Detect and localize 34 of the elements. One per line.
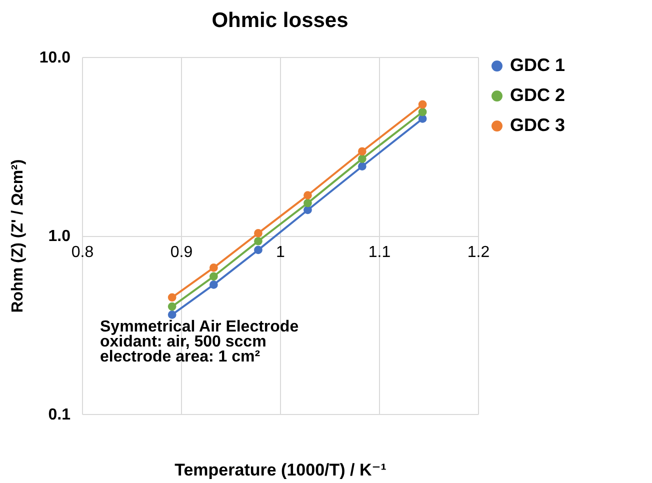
- point: [254, 236, 262, 246]
- x-tick-label: 0.9: [170, 244, 193, 261]
- legend-label: GDC 3: [510, 115, 566, 135]
- y-tick-label: 10.0: [39, 50, 71, 66]
- point: [418, 100, 427, 109]
- point: [304, 206, 312, 214]
- point: [358, 147, 366, 156]
- y-axis-title: Rohm (Z) (Z' / Ωcm²): [9, 159, 26, 313]
- point: [168, 310, 176, 319]
- chart-title: Ohmic losses: [212, 9, 348, 32]
- annotation: oxidant: air, 500 sccm: [100, 334, 266, 350]
- point: [254, 229, 262, 238]
- x-tick-label: 1.2: [467, 244, 490, 261]
- point: [304, 198, 312, 208]
- point: [209, 280, 218, 289]
- y-tick-label: 0.1: [48, 406, 71, 424]
- point: [418, 108, 427, 116]
- x-tick-label: 0.8: [71, 244, 94, 261]
- annotation: electrode area: 1 cm²: [100, 348, 260, 366]
- point: [304, 191, 312, 200]
- point: [254, 246, 262, 254]
- x-axis-title: Temperature (1000/T) / K⁻¹: [174, 460, 387, 480]
- point: [209, 272, 218, 281]
- point: [358, 154, 366, 163]
- x-tick-label: 1.1: [368, 244, 391, 261]
- legend-label: GDC 2: [510, 85, 566, 105]
- legend-label: GDC 1: [510, 55, 566, 75]
- point: [168, 293, 176, 302]
- point: [358, 162, 366, 171]
- x-tick-label: 1: [276, 244, 286, 261]
- y-tick-label: 1.0: [48, 228, 71, 245]
- point: [168, 302, 176, 311]
- point: [209, 264, 218, 272]
- annotation: Symmetrical Air Electrode: [100, 318, 299, 336]
